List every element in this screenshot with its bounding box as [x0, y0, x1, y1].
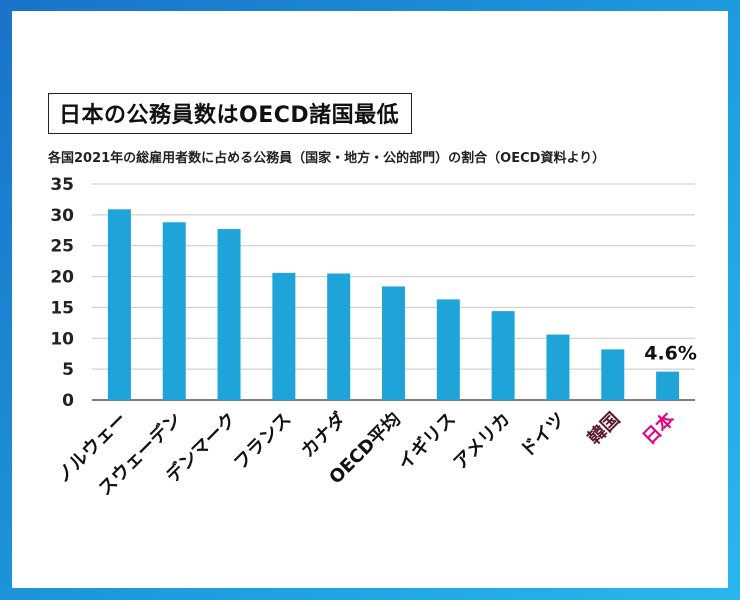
category-label: 日本: [638, 408, 679, 449]
bar: [382, 286, 405, 400]
chart-title: 日本の公務員数はOECD諸国最低: [48, 93, 413, 134]
bar: [656, 371, 680, 400]
bar: [217, 229, 241, 400]
y-tick-label: 5: [62, 360, 74, 380]
category-label: 韓国: [583, 408, 624, 449]
bar: [491, 311, 515, 400]
y-tick-label: 30: [50, 206, 74, 226]
y-tick-label: 10: [50, 329, 74, 349]
bar: [546, 334, 570, 400]
category-label: フランス: [230, 409, 296, 475]
y-tick-label: 20: [50, 268, 74, 288]
category-label: イギリス: [394, 409, 460, 475]
y-tick-label: 0: [62, 391, 74, 411]
category-label: ドイツ: [516, 409, 569, 462]
y-tick-label: 35: [50, 175, 74, 195]
bar: [601, 349, 625, 400]
bar: [436, 299, 460, 400]
bar: [327, 273, 351, 400]
bar: [162, 222, 186, 400]
bar: [107, 209, 131, 400]
data-label: 4.6%: [644, 343, 697, 365]
bar: [272, 272, 296, 400]
category-label: アメリカ: [450, 409, 515, 474]
category-label: カナダ: [296, 408, 350, 462]
chart-subtitle: 各国2021年の総雇用者数に占める公務員（国家・地方・公的部門）の割合（OECD…: [48, 151, 606, 166]
y-tick-label: 25: [50, 237, 74, 257]
y-tick-label: 15: [50, 298, 74, 318]
